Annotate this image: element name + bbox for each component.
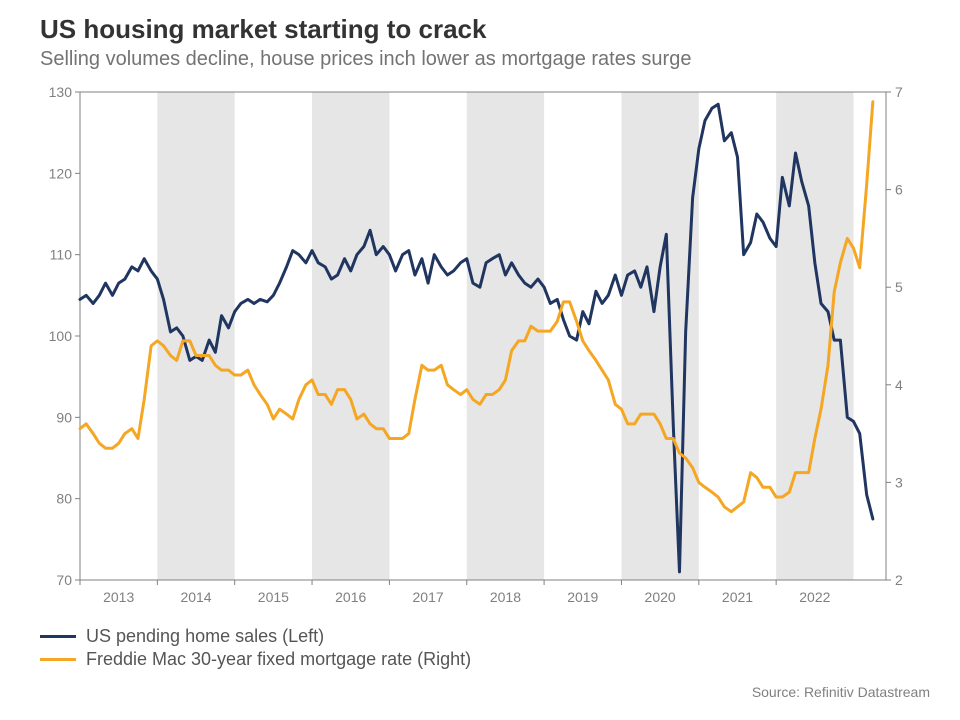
legend-item-1: US pending home sales (Left) <box>40 626 471 647</box>
source-text: Source: Refinitiv Datastream <box>752 684 930 700</box>
svg-text:2017: 2017 <box>413 589 444 605</box>
svg-text:100: 100 <box>49 328 73 344</box>
svg-text:3: 3 <box>895 474 903 490</box>
svg-text:2018: 2018 <box>490 589 521 605</box>
chart-title: US housing market starting to crack <box>40 14 486 45</box>
svg-text:2020: 2020 <box>645 589 676 605</box>
svg-text:110: 110 <box>50 247 73 263</box>
chart-subtitle: Selling volumes decline, house prices in… <box>40 48 691 71</box>
svg-text:70: 70 <box>56 572 72 588</box>
legend-label-2: Freddie Mac 30-year fixed mortgage rate … <box>86 649 471 670</box>
svg-text:4: 4 <box>895 377 903 393</box>
svg-text:7: 7 <box>895 84 903 100</box>
legend-swatch-1 <box>40 635 76 638</box>
plot-area: 70 80 90 100 110 120 130 2 3 4 5 6 7 2013 2014 2015 2016… <box>40 80 920 620</box>
svg-text:130: 130 <box>49 84 73 100</box>
svg-text:2013: 2013 <box>103 589 134 605</box>
legend-label-1: US pending home sales (Left) <box>86 626 324 647</box>
plot-svg: 70 80 90 100 110 120 130 2 3 4 5 6 7 2013 2014 2015 2016… <box>40 80 920 620</box>
legend-swatch-2 <box>40 658 76 661</box>
svg-text:5: 5 <box>895 279 903 295</box>
legend: US pending home sales (Left) Freddie Mac… <box>40 626 471 672</box>
svg-text:2019: 2019 <box>567 589 598 605</box>
svg-text:2014: 2014 <box>180 589 211 605</box>
svg-text:2015: 2015 <box>258 589 289 605</box>
legend-item-2: Freddie Mac 30-year fixed mortgage rate … <box>40 649 471 670</box>
svg-text:2: 2 <box>895 572 903 588</box>
svg-text:6: 6 <box>895 182 903 198</box>
svg-text:2016: 2016 <box>335 589 366 605</box>
chart-container: US housing market starting to crack Sell… <box>0 0 960 720</box>
svg-text:2021: 2021 <box>722 589 753 605</box>
svg-text:90: 90 <box>56 409 72 425</box>
svg-text:2022: 2022 <box>799 589 830 605</box>
svg-text:120: 120 <box>49 165 73 181</box>
svg-text:80: 80 <box>56 491 72 507</box>
